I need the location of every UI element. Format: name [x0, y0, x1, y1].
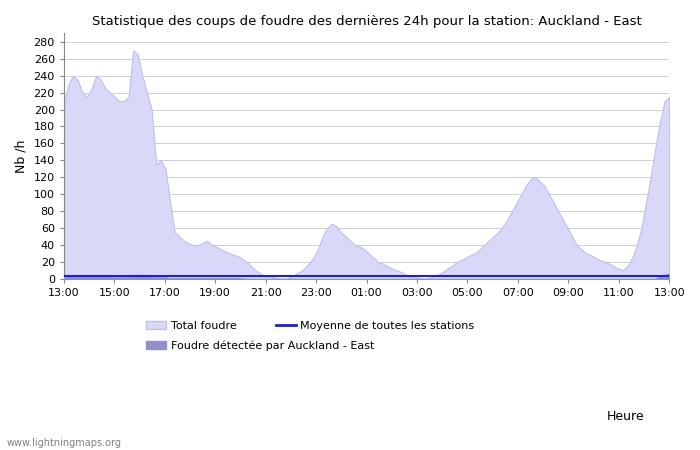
Y-axis label: Nb /h: Nb /h	[15, 140, 28, 173]
Legend: Foudre détectée par Auckland - East: Foudre détectée par Auckland - East	[142, 336, 379, 356]
Title: Statistique des coups de foudre des dernières 24h pour la station: Auckland - Ea: Statistique des coups de foudre des dern…	[92, 15, 641, 28]
Text: www.lightningmaps.org: www.lightningmaps.org	[7, 438, 122, 448]
Text: Heure: Heure	[606, 410, 644, 423]
